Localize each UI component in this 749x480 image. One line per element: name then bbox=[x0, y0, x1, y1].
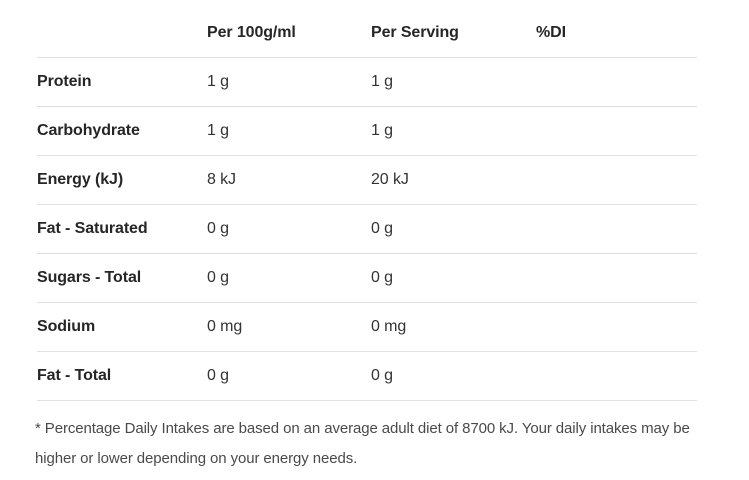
table-row: Energy (kJ) 8 kJ 20 kJ bbox=[37, 156, 697, 205]
per100-value: 0 g bbox=[207, 269, 229, 286]
table-header-row: Per 100g/ml Per Serving %DI bbox=[37, 8, 697, 58]
nutrient-label: Carbohydrate bbox=[37, 122, 140, 139]
nutrient-label: Energy (kJ) bbox=[37, 171, 124, 188]
per-serving-value: 1 g bbox=[371, 122, 393, 139]
table-row: Fat - Saturated 0 g 0 g bbox=[37, 205, 697, 254]
table-body: Protein 1 g 1 g Carbohydrate 1 g 1 g Ene… bbox=[37, 58, 697, 401]
table-row: Sugars - Total 0 g 0 g bbox=[37, 254, 697, 303]
nutrient-label: Fat - Saturated bbox=[37, 220, 148, 237]
per100-value: 1 g bbox=[207, 73, 229, 90]
per-serving-value: 20 kJ bbox=[371, 171, 409, 188]
per-serving-value: 0 g bbox=[371, 367, 393, 384]
daily-intake-footnote: * Percentage Daily Intakes are based on … bbox=[35, 420, 690, 467]
per-serving-value: 0 mg bbox=[371, 318, 407, 335]
per100-value: 0 mg bbox=[207, 318, 243, 335]
table-row: Protein 1 g 1 g bbox=[37, 58, 697, 107]
column-header-per-serving: Per Serving bbox=[371, 23, 459, 41]
per-serving-value: 0 g bbox=[371, 269, 393, 286]
column-header-per100: Per 100g/ml bbox=[207, 23, 296, 41]
per100-value: 1 g bbox=[207, 122, 229, 139]
nutrient-label: Sodium bbox=[37, 318, 96, 335]
per-serving-value: 0 g bbox=[371, 220, 393, 237]
nutrient-label: Sugars - Total bbox=[37, 269, 142, 286]
per-serving-value: 1 g bbox=[371, 73, 393, 90]
table-row: Fat - Total 0 g 0 g bbox=[37, 352, 697, 401]
table-row: Carbohydrate 1 g 1 g bbox=[37, 107, 697, 156]
column-header-di: %DI bbox=[536, 23, 566, 41]
per100-value: 8 kJ bbox=[207, 171, 236, 188]
per100-value: 0 g bbox=[207, 220, 229, 237]
nutrient-label: Fat - Total bbox=[37, 367, 112, 384]
per100-value: 0 g bbox=[207, 367, 229, 384]
table-row: Sodium 0 mg 0 mg bbox=[37, 303, 697, 352]
nutrition-table: Per 100g/ml Per Serving %DI Protein 1 g … bbox=[37, 8, 697, 401]
nutrient-label: Protein bbox=[37, 73, 92, 90]
